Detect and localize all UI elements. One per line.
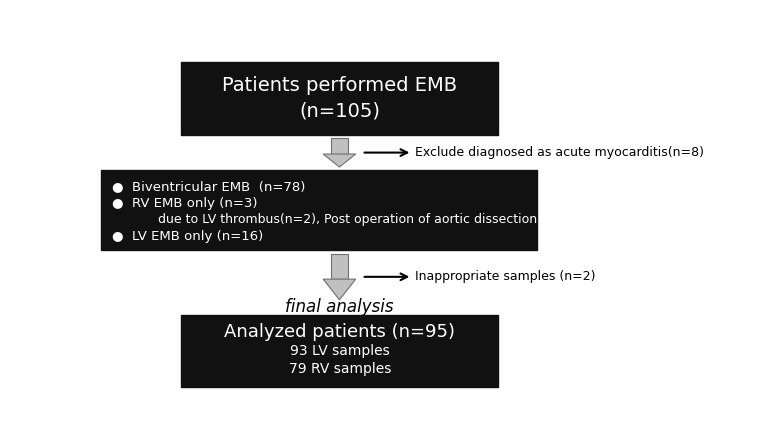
- Text: 79 RV samples: 79 RV samples: [289, 362, 391, 376]
- Text: Analyzed patients (n=95): Analyzed patients (n=95): [225, 323, 455, 341]
- Text: ●  LV EMB only (n=16): ● LV EMB only (n=16): [112, 230, 264, 244]
- Polygon shape: [323, 154, 356, 167]
- Text: ●  RV EMB only (n=3): ● RV EMB only (n=3): [112, 197, 257, 210]
- Text: 93 LV samples: 93 LV samples: [290, 344, 390, 358]
- Text: final analysis: final analysis: [285, 298, 393, 316]
- Text: (n=105): (n=105): [299, 102, 380, 121]
- Text: due to LV thrombus(n=2), Post operation of aortic dissection (n=1): due to LV thrombus(n=2), Post operation …: [130, 213, 577, 226]
- Polygon shape: [332, 254, 348, 279]
- Text: Patients performed EMB: Patients performed EMB: [222, 76, 458, 95]
- Text: ●  Biventricular EMB  (n=78): ● Biventricular EMB (n=78): [112, 180, 306, 193]
- Polygon shape: [332, 138, 348, 154]
- Text: Exclude diagnosed as acute myocarditis(n=8): Exclude diagnosed as acute myocarditis(n…: [416, 146, 704, 159]
- Text: Inappropriate samples (n=2): Inappropriate samples (n=2): [416, 271, 596, 283]
- Polygon shape: [323, 279, 356, 300]
- FancyBboxPatch shape: [181, 61, 498, 135]
- FancyBboxPatch shape: [102, 171, 536, 251]
- FancyBboxPatch shape: [181, 315, 498, 387]
